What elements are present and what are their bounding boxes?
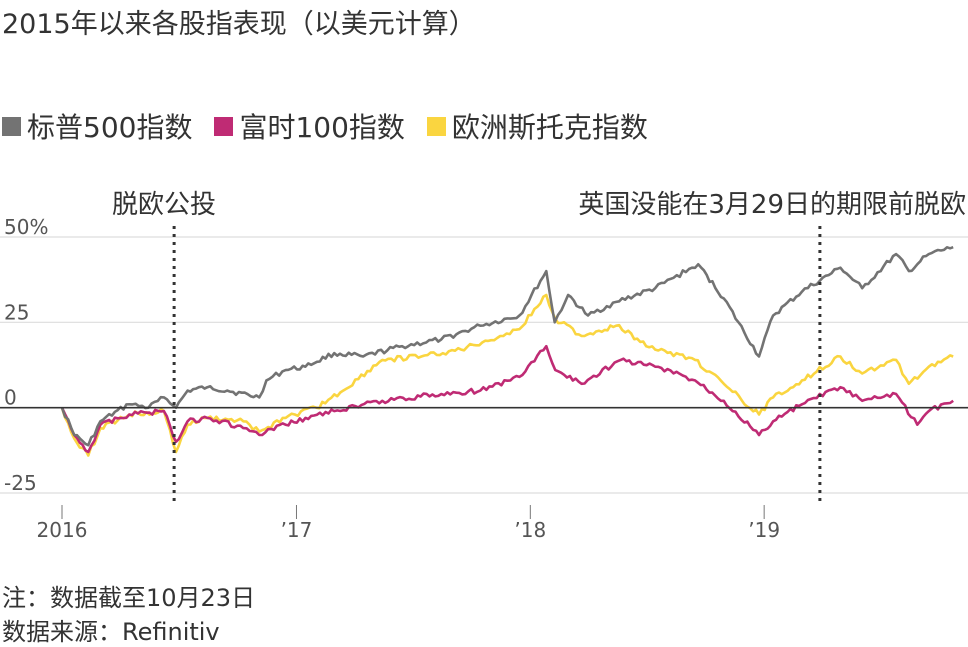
series-layer: [60, 245, 954, 457]
legend-item-ftse100: 富时100指数: [214, 106, 405, 146]
event-layer: 脱欧公投 英国没能在3月29日的期限前脱欧: [112, 190, 966, 505]
grid-layer: [0, 236, 968, 494]
legend-swatch-stoxx: [426, 116, 446, 136]
event-label: 脱欧公投: [112, 190, 216, 220]
chart-title: 2015年以来各股指表现（以美元计算）: [2, 9, 476, 40]
legend-label-sp500: 标普500指数: [27, 111, 193, 144]
chart-source: 数据来源：Refinitiv: [2, 618, 220, 646]
legend-swatch-sp500: [2, 116, 21, 136]
series-line-ftse100: [60, 344, 954, 454]
y-tick-label: 0: [4, 386, 17, 410]
legend-swatch-ftse100: [214, 116, 234, 136]
y-tick-label: 50%: [4, 215, 48, 239]
x-tick-label: ’17: [281, 518, 313, 540]
line-chart: 脱欧公投 英国没能在3月29日的期限前脱欧 50% 25 0 -25 2016 ’17 ’18…: [0, 190, 968, 540]
y-tick-label: 25: [4, 300, 29, 324]
x-tick-label: ’18: [514, 518, 546, 540]
legend: 标普500指数 富时100指数 欧洲斯托克指数: [2, 108, 648, 144]
axis-layer: 50% 25 0 -25 2016 ’17 ’18 ’19: [0, 215, 968, 540]
x-tick-label: 2016: [37, 518, 88, 540]
event-label: 英国没能在3月29日的期限前脱欧: [578, 190, 966, 220]
x-tick-label: ’19: [748, 518, 780, 540]
series-line-sp500: [60, 245, 954, 447]
legend-item-sp500: 标普500指数: [2, 106, 192, 146]
chart-note: 注：数据截至10月23日: [2, 584, 256, 612]
y-tick-label: -25: [4, 471, 37, 495]
legend-item-stoxx: 欧洲斯托克指数: [426, 106, 648, 146]
legend-label-ftse100: 富时100指数: [239, 111, 405, 144]
legend-label-stoxx: 欧洲斯托克指数: [451, 111, 648, 144]
